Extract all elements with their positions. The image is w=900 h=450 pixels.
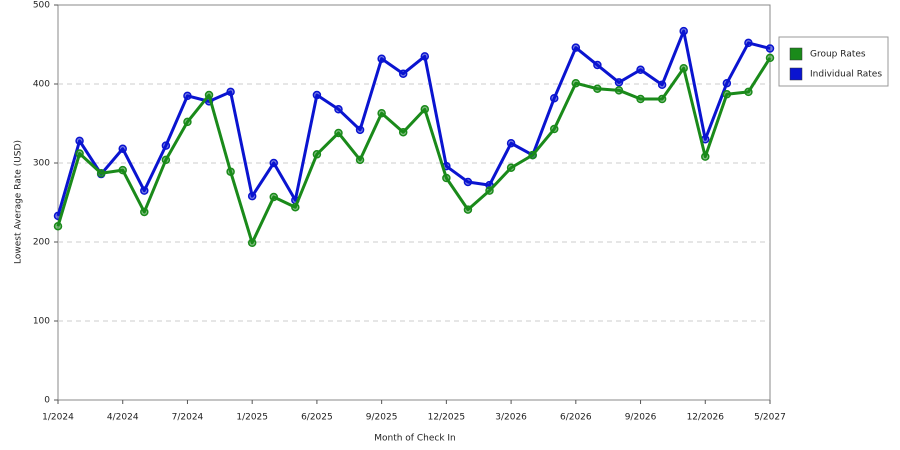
point [549, 124, 559, 134]
x-tick-label: 9/2025 [366, 413, 398, 423]
point [96, 169, 106, 178]
point [398, 127, 408, 137]
point [377, 108, 386, 118]
point [614, 78, 624, 87]
point [506, 139, 516, 148]
y-axis-label: Lowest Average Rate (USD) [14, 140, 24, 264]
point [463, 205, 473, 214]
point [269, 158, 279, 168]
legend-swatch [789, 67, 803, 81]
point [140, 207, 149, 217]
point [247, 191, 257, 201]
point [765, 44, 775, 53]
point [140, 186, 149, 195]
point [549, 93, 559, 103]
point [75, 149, 84, 158]
point [420, 105, 430, 114]
point [571, 78, 581, 88]
legend-label: Individual Rates [810, 70, 882, 80]
x-tick-label: 1/2025 [236, 413, 268, 423]
x-tick-label: 7/2024 [172, 413, 204, 423]
point [355, 155, 365, 165]
point [765, 53, 775, 63]
point [312, 150, 322, 159]
y-tick-label: 500 [33, 1, 50, 11]
point [334, 128, 343, 138]
point [744, 87, 753, 97]
x-tick-label: 1/2024 [42, 413, 74, 423]
point [312, 90, 322, 100]
point [657, 94, 667, 104]
point [744, 38, 753, 48]
y-tick-label: 300 [33, 159, 50, 169]
point [355, 125, 365, 135]
point [377, 54, 386, 63]
y-tick-label: 200 [33, 238, 50, 248]
x-tick-label: 6/2025 [301, 413, 333, 423]
point [722, 78, 732, 88]
point [636, 94, 645, 104]
point [614, 86, 624, 95]
point [161, 141, 171, 150]
x-tick-label: 12/2025 [428, 413, 465, 423]
point [118, 165, 127, 175]
point [657, 80, 667, 90]
point [226, 87, 235, 97]
y-tick-label: 0 [44, 396, 50, 406]
point [398, 69, 408, 78]
x-tick-label: 5/2027 [754, 413, 786, 423]
point [183, 117, 192, 127]
point [528, 150, 537, 160]
legend-swatch [789, 47, 803, 61]
point [247, 238, 257, 248]
point [420, 52, 430, 61]
legend-label: Group Rates [810, 50, 866, 60]
point [593, 84, 602, 93]
point [75, 136, 84, 146]
point [571, 43, 581, 52]
point [183, 91, 192, 101]
point [53, 221, 63, 231]
series-line [56, 29, 771, 217]
x-tick-label: 4/2024 [107, 413, 139, 423]
point [269, 192, 279, 202]
point [161, 155, 171, 165]
point [506, 163, 516, 172]
point [334, 105, 343, 114]
point [679, 26, 688, 36]
point [226, 167, 235, 176]
x-axis-label: Month of Check In [374, 434, 456, 444]
x-tick-label: 6/2026 [560, 413, 592, 423]
y-tick-label: 100 [33, 317, 50, 327]
point [636, 65, 645, 75]
point [442, 173, 451, 183]
x-tick-label: 12/2026 [687, 413, 725, 423]
point [485, 186, 494, 195]
x-tick-label: 3/2026 [495, 413, 527, 423]
point [722, 90, 732, 99]
point [463, 177, 473, 187]
plot-frame [57, 4, 771, 401]
x-tick-label: 9/2026 [625, 413, 657, 423]
point [679, 63, 688, 73]
point [118, 144, 127, 154]
y-tick-label: 400 [33, 80, 50, 90]
point [291, 202, 300, 212]
point [701, 152, 710, 161]
series-line [56, 57, 772, 245]
point [593, 60, 602, 70]
point [204, 90, 214, 100]
